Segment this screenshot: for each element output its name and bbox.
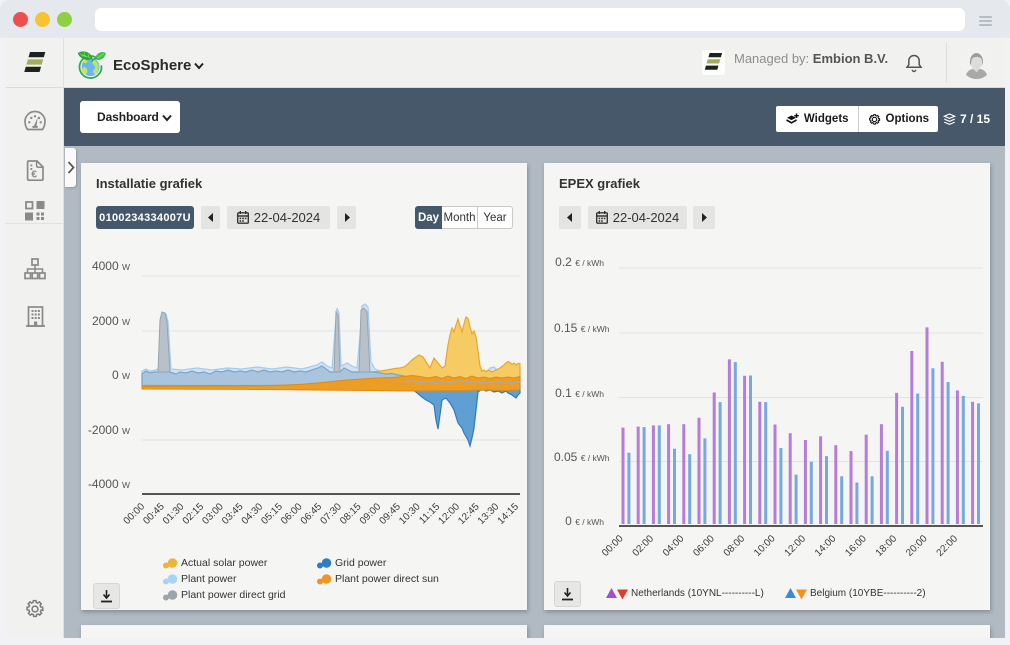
svg-text:22:00: 22:00 — [935, 533, 961, 559]
svg-text:09:00: 09:00 — [358, 501, 384, 527]
svg-text:00:00: 00:00 — [600, 533, 626, 559]
svg-text:09:45: 09:45 — [377, 501, 403, 527]
svg-text:04:30: 04:30 — [240, 501, 266, 527]
svg-text:10:30: 10:30 — [397, 501, 423, 527]
svg-text:16:00: 16:00 — [843, 533, 869, 559]
svg-text:04:00: 04:00 — [661, 533, 687, 559]
svg-text:02:15: 02:15 — [181, 501, 207, 527]
svg-text:02:00: 02:00 — [631, 533, 657, 559]
svg-text:€: € — [31, 168, 37, 180]
svg-text:03:45: 03:45 — [220, 501, 246, 527]
svg-text:06:45: 06:45 — [299, 501, 325, 527]
svg-text:14:00: 14:00 — [813, 533, 839, 559]
svg-text:08:00: 08:00 — [722, 533, 748, 559]
svg-text:12:00: 12:00 — [437, 501, 463, 527]
svg-text:03:00: 03:00 — [200, 501, 226, 527]
svg-text:18:00: 18:00 — [874, 533, 900, 559]
svg-text:08:15: 08:15 — [338, 501, 364, 527]
svg-text:14:15: 14:15 — [496, 501, 522, 527]
svg-text:07:30: 07:30 — [318, 501, 344, 527]
svg-text:12:45: 12:45 — [456, 501, 482, 527]
svg-text:05:15: 05:15 — [259, 501, 285, 527]
svg-text:12:00: 12:00 — [783, 533, 809, 559]
svg-text:10:00: 10:00 — [752, 533, 778, 559]
svg-text:01:30: 01:30 — [161, 501, 187, 527]
svg-text:20:00: 20:00 — [904, 533, 930, 559]
svg-text:06:00: 06:00 — [279, 501, 305, 527]
svg-text:13:30: 13:30 — [476, 501, 502, 527]
svg-text:06:00: 06:00 — [691, 533, 717, 559]
svg-text:00:45: 00:45 — [141, 501, 167, 527]
svg-text:00:00: 00:00 — [122, 501, 148, 527]
